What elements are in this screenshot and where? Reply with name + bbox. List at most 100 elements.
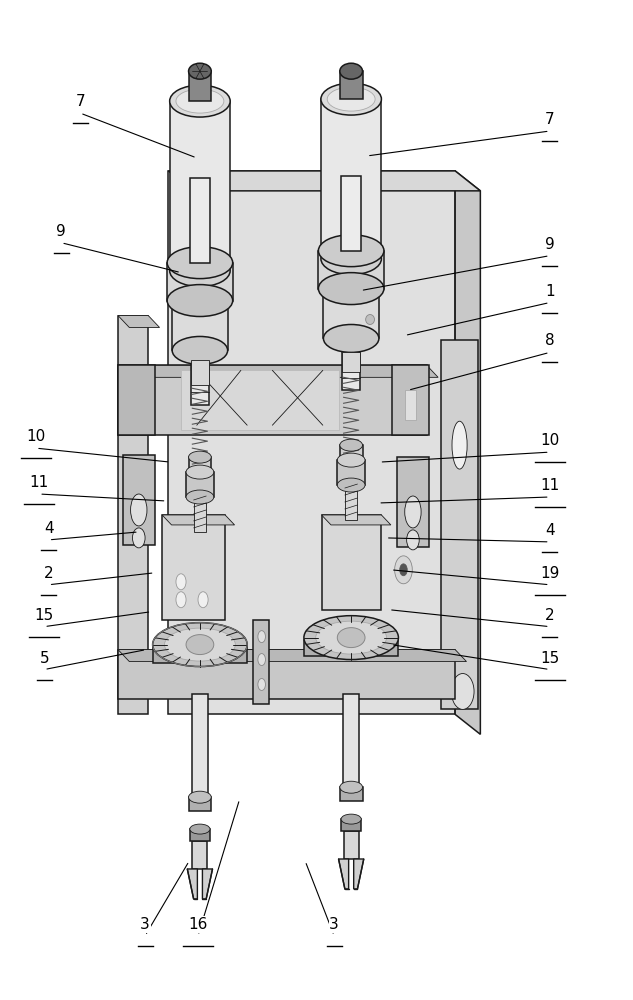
- Ellipse shape: [172, 293, 228, 321]
- Bar: [118, 650, 455, 699]
- Bar: [340, 787, 363, 801]
- Text: 9: 9: [545, 237, 555, 252]
- Polygon shape: [203, 869, 213, 899]
- Polygon shape: [322, 515, 391, 525]
- Ellipse shape: [340, 439, 363, 451]
- Ellipse shape: [406, 530, 419, 550]
- Ellipse shape: [321, 243, 382, 275]
- Polygon shape: [187, 869, 197, 899]
- Text: 4: 4: [545, 523, 555, 538]
- Text: 5: 5: [39, 651, 49, 666]
- Ellipse shape: [337, 478, 365, 492]
- Bar: [190, 178, 210, 263]
- Bar: [344, 831, 359, 859]
- Text: 7: 7: [545, 112, 555, 127]
- Bar: [191, 360, 209, 385]
- Polygon shape: [118, 650, 467, 662]
- Bar: [118, 365, 154, 435]
- Bar: [194, 492, 206, 532]
- Ellipse shape: [189, 451, 211, 463]
- Bar: [304, 640, 398, 656]
- Ellipse shape: [186, 635, 214, 655]
- Bar: [118, 316, 148, 714]
- Text: 3: 3: [140, 917, 150, 932]
- Polygon shape: [168, 171, 480, 191]
- Ellipse shape: [153, 623, 247, 667]
- Bar: [340, 71, 363, 99]
- Ellipse shape: [186, 465, 214, 479]
- Ellipse shape: [165, 628, 235, 661]
- Bar: [162, 515, 225, 620]
- Ellipse shape: [190, 824, 210, 834]
- Text: 11: 11: [540, 478, 560, 493]
- Bar: [170, 101, 230, 271]
- Ellipse shape: [170, 85, 230, 117]
- Bar: [192, 694, 208, 804]
- Bar: [341, 819, 361, 831]
- Ellipse shape: [318, 273, 384, 305]
- Text: 19: 19: [540, 566, 560, 581]
- Ellipse shape: [366, 315, 375, 324]
- Polygon shape: [118, 365, 438, 377]
- Bar: [404, 390, 416, 420]
- Ellipse shape: [176, 89, 224, 113]
- Bar: [392, 365, 429, 435]
- Bar: [186, 472, 214, 497]
- Ellipse shape: [399, 564, 407, 576]
- Polygon shape: [354, 859, 364, 889]
- Polygon shape: [339, 859, 349, 889]
- Bar: [323, 295, 379, 338]
- Text: 15: 15: [540, 651, 560, 666]
- Ellipse shape: [452, 421, 467, 469]
- Ellipse shape: [404, 496, 421, 528]
- Ellipse shape: [337, 628, 365, 648]
- Text: 4: 4: [44, 521, 53, 536]
- Bar: [172, 307, 228, 350]
- Ellipse shape: [258, 679, 265, 690]
- Text: 2: 2: [44, 566, 53, 581]
- Ellipse shape: [337, 453, 365, 467]
- Ellipse shape: [451, 674, 474, 709]
- Bar: [322, 515, 382, 610]
- Bar: [341, 176, 361, 251]
- Bar: [342, 352, 360, 372]
- Text: 16: 16: [189, 917, 208, 932]
- Ellipse shape: [132, 528, 145, 548]
- Text: 15: 15: [35, 608, 54, 623]
- Ellipse shape: [323, 324, 379, 352]
- Bar: [153, 647, 247, 663]
- Polygon shape: [118, 316, 160, 327]
- Bar: [441, 340, 478, 709]
- Bar: [118, 365, 427, 435]
- Bar: [342, 352, 360, 390]
- Polygon shape: [162, 515, 235, 525]
- Bar: [192, 841, 208, 869]
- Ellipse shape: [172, 336, 228, 364]
- Ellipse shape: [189, 63, 211, 79]
- Bar: [321, 99, 382, 259]
- Text: 8: 8: [545, 333, 555, 348]
- Ellipse shape: [258, 631, 265, 643]
- Text: 9: 9: [56, 224, 66, 239]
- Ellipse shape: [170, 255, 230, 287]
- Text: 2: 2: [545, 608, 555, 623]
- Ellipse shape: [327, 87, 375, 111]
- Bar: [253, 620, 269, 704]
- Bar: [318, 251, 384, 289]
- Bar: [123, 455, 154, 545]
- Bar: [191, 360, 209, 405]
- Ellipse shape: [340, 781, 363, 793]
- Bar: [189, 71, 211, 101]
- Ellipse shape: [130, 494, 147, 526]
- Ellipse shape: [304, 616, 398, 660]
- Ellipse shape: [167, 285, 233, 317]
- Ellipse shape: [189, 791, 211, 803]
- Ellipse shape: [321, 83, 382, 115]
- Bar: [167, 263, 233, 301]
- Ellipse shape: [198, 592, 208, 608]
- Ellipse shape: [258, 654, 265, 666]
- Bar: [190, 829, 210, 841]
- Text: 7: 7: [75, 94, 85, 109]
- Ellipse shape: [176, 592, 186, 608]
- Text: 10: 10: [540, 433, 560, 448]
